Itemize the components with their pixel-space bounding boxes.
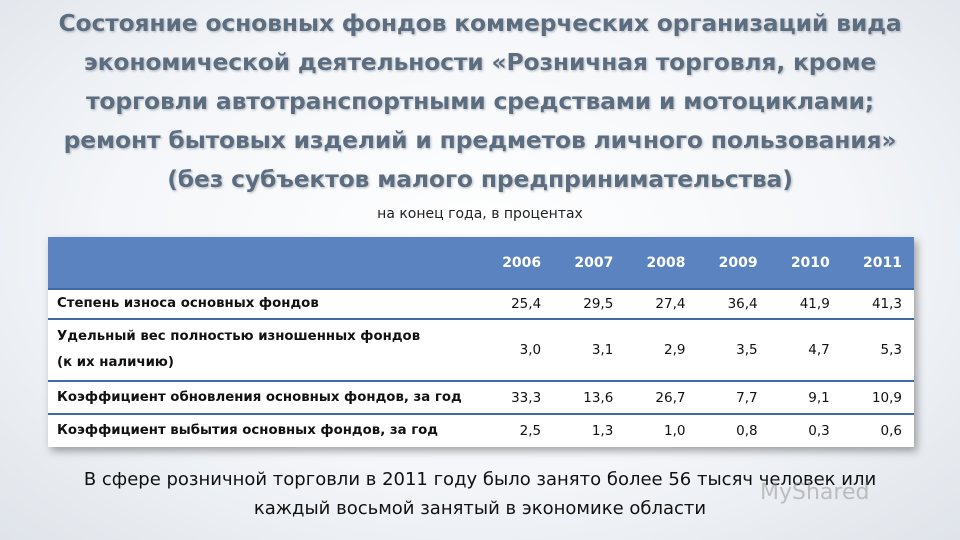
footnote-text: В сфере розничной торговли в 2011 году б… [0, 465, 960, 523]
header-label-cell [48, 237, 481, 289]
table-cell: 3,5 [697, 318, 770, 381]
table-subtitle: на конец года, в процентах [377, 206, 583, 222]
table-cell: 10,9 [841, 380, 914, 414]
table-cell: 36,4 [697, 288, 770, 319]
year-header: 2009 [718, 254, 758, 271]
table-cell: 0,8 [697, 413, 770, 447]
table-cell: 25,4 [481, 288, 554, 319]
table-cell: 7,7 [697, 380, 770, 414]
slide-title: Состояние основных фондов коммерческих о… [10, 4, 950, 199]
title-line: ремонт бытовых изделий и предметов лично… [63, 126, 897, 154]
row-label: Коэффициент обновления основных фондов, … [48, 380, 481, 414]
row-label: Удельный вес полностью изношенных фондов… [48, 318, 481, 381]
title-line: (без субъектов малого предпринимательств… [167, 165, 793, 193]
note-line: каждый восьмой занятый в экономике облас… [253, 498, 707, 519]
table-cell: 3,1 [553, 318, 626, 381]
table-cell: 1,0 [625, 413, 698, 447]
row-label: Коэффициент выбытия основных фондов, за … [48, 413, 481, 447]
watermark-logo: MyShared [760, 480, 870, 505]
table-cell: 41,9 [769, 288, 842, 319]
table-cell: 2,9 [625, 318, 698, 381]
table-cell: 9,1 [769, 380, 842, 414]
year-header: 2008 [646, 254, 686, 271]
table-cell: 26,7 [625, 380, 698, 414]
note-line: В сфере розничной торговли в 2011 году б… [83, 469, 877, 490]
table-cell: 13,6 [553, 380, 626, 414]
title-line: экономической деятельности «Розничная то… [83, 48, 877, 76]
table-cell: 0,6 [841, 413, 914, 447]
table-cell: 2,5 [481, 413, 554, 447]
year-header: 2010 [790, 254, 830, 271]
table-cell: 5,3 [841, 318, 914, 381]
fixed-assets-table: 2006 2007 2008 2009 2010 2011 Степень из… [48, 237, 914, 447]
year-header: 2007 [574, 254, 614, 271]
row-label-line: (к их наличию) [57, 355, 174, 370]
table-cell: 0,3 [769, 413, 842, 447]
table-header-row: 2006 2007 2008 2009 2010 2011 [48, 237, 914, 289]
table-row: Степень износа основных фондов 25,4 29,5… [48, 288, 914, 319]
table-cell: 27,4 [625, 288, 698, 319]
year-header: 2011 [863, 254, 902, 271]
table-row: Коэффициент выбытия основных фондов, за … [48, 413, 914, 447]
year-header: 2006 [502, 254, 542, 271]
table-row: Удельный вес полностью изношенных фондов… [48, 318, 914, 381]
table-cell: 3,0 [481, 318, 554, 381]
title-line: торговли автотранспортными средствами и … [85, 87, 874, 115]
table-cell: 41,3 [841, 288, 914, 319]
table-cell: 33,3 [481, 380, 554, 414]
table-row: Коэффициент обновления основных фондов, … [48, 380, 914, 414]
row-label-line: Удельный вес полностью изношенных фондов [57, 329, 421, 344]
table-cell: 1,3 [553, 413, 626, 447]
table-cell: 4,7 [769, 318, 842, 381]
row-label: Степень износа основных фондов [48, 288, 481, 319]
table-cell: 29,5 [553, 288, 626, 319]
title-line: Состояние основных фондов коммерческих о… [58, 9, 902, 37]
